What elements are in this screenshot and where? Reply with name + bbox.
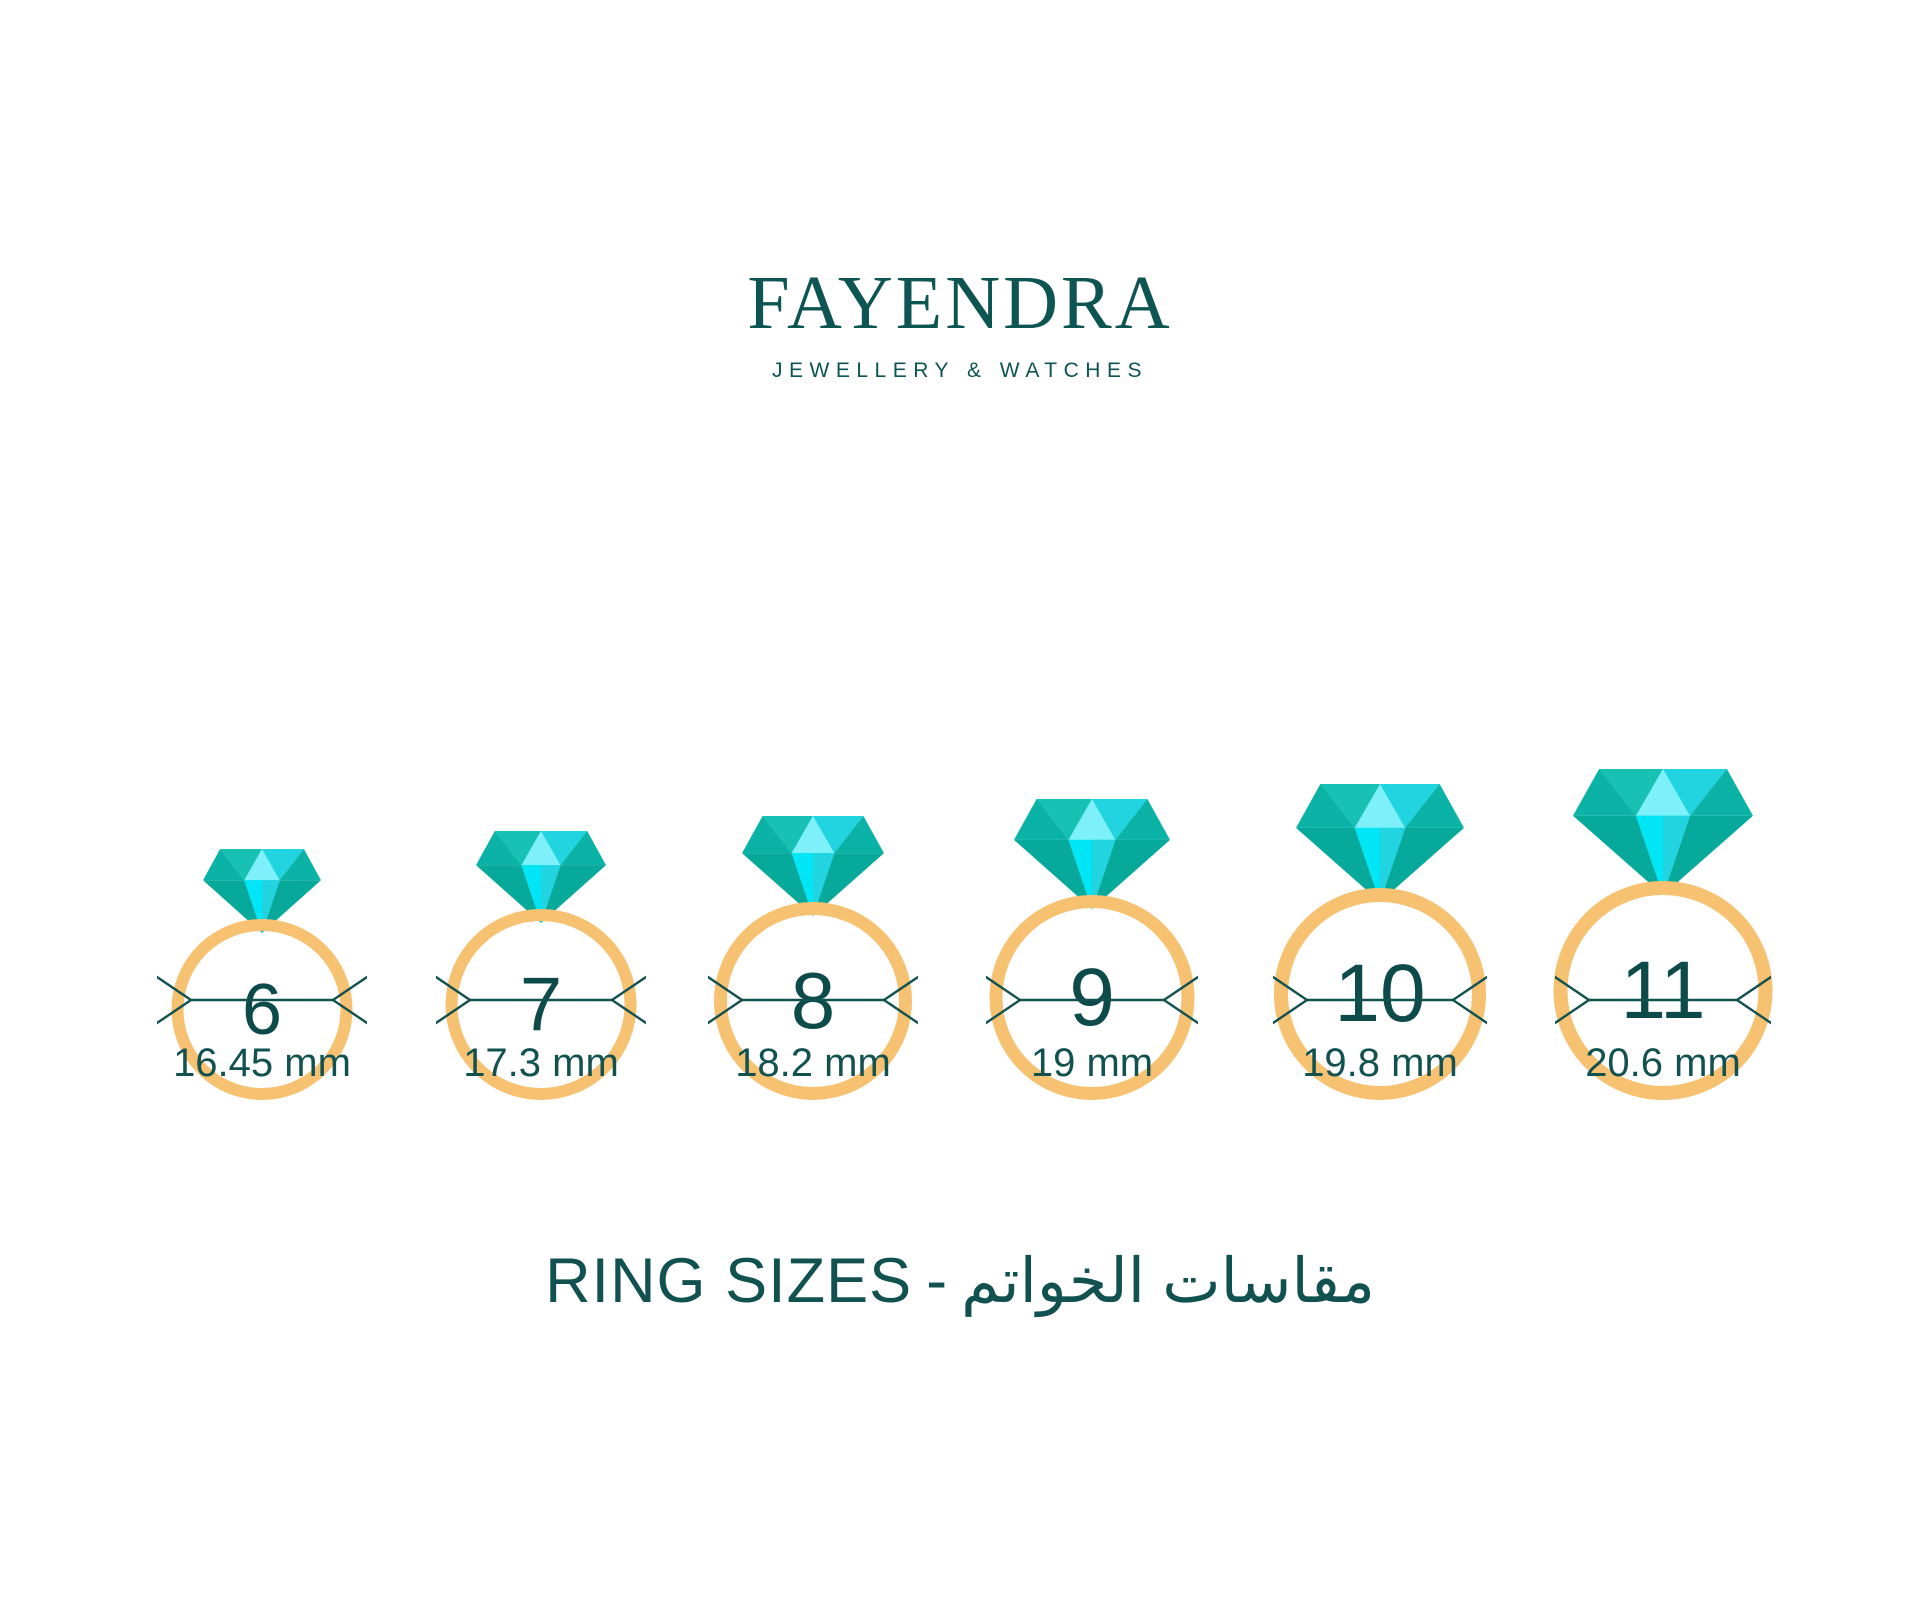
ring-size-number: 6 [241, 969, 283, 1050]
brand-logo: FAYENDRA JEWELLERY & WATCHES [0, 265, 1920, 383]
dimension-item: 20.6 mm [1513, 975, 1813, 1086]
diamond-gem-icon [1014, 799, 1170, 909]
ring-size-item: 11 [1523, 740, 1803, 1100]
dimension-label: 16.45 mm [173, 1041, 351, 1085]
dimension-arrow-icon [986, 975, 1198, 1025]
brand-name: FAYENDRA [747, 261, 1173, 345]
page-title-separator: - [926, 1246, 948, 1316]
diamond-gem-icon [476, 831, 606, 923]
dimension-item: 16.45 mm [112, 975, 412, 1086]
ring-figure: 8 [673, 740, 953, 1100]
ring-size-number: 7 [519, 961, 563, 1047]
ring-size-number: 9 [1069, 951, 1115, 1043]
dimension-label: 19 mm [1030, 1041, 1154, 1085]
dimension-item: 17.3 mm [391, 975, 691, 1086]
diamond-gem-icon [742, 816, 884, 916]
dimension-arrow-icon [1555, 975, 1771, 1025]
diamond-gem-icon [1573, 769, 1753, 895]
dimension-arrow-icon [708, 975, 918, 1025]
gem-wrapper [1573, 769, 1753, 895]
ring-size-number: 11 [1620, 944, 1706, 1036]
diamond-gem-icon [1296, 784, 1464, 902]
ring-figure: 9 [952, 740, 1232, 1100]
gem-wrapper [1296, 784, 1464, 902]
dimension-row: 16.45 mm 17.3 mm 18.2 mm 19 mm [0, 975, 1920, 1115]
ring-size-number: 10 [1334, 948, 1426, 1039]
dimension-arrow-icon [1273, 975, 1487, 1025]
dimension-label: 19.8 mm [1302, 1041, 1458, 1085]
ring-size-row: 6 7 8 [0, 600, 1920, 1100]
page-title-en: RING SIZES [545, 1246, 913, 1316]
dimension-label: 18.2 mm [735, 1041, 891, 1085]
dimension-item: 18.2 mm [663, 975, 963, 1086]
dimension-item: 19 mm [942, 975, 1242, 1086]
ring-figure: 10 [1240, 740, 1520, 1100]
dimension-arrow-icon [436, 975, 646, 1025]
gem-wrapper [742, 816, 884, 916]
ring-size-item: 9 [952, 740, 1232, 1100]
ring-figure: 7 [401, 740, 681, 1100]
ring-size-item: 8 [673, 740, 953, 1100]
ring-size-item: 7 [401, 740, 681, 1100]
dimension-label: 17.3 mm [463, 1041, 619, 1085]
brand-tagline: JEWELLERY & WATCHES [772, 359, 1148, 382]
page-title: RING SIZES - مقاسات الخواتم [0, 1245, 1920, 1317]
dimension-label: 20.6 mm [1585, 1041, 1741, 1085]
page-title-ar: مقاسات الخواتم [961, 1247, 1375, 1316]
ring-size-item: 10 [1240, 740, 1520, 1100]
gem-wrapper [203, 849, 321, 933]
dimension-arrow-icon [157, 975, 367, 1025]
gem-wrapper [476, 831, 606, 923]
dimension-item: 19.8 mm [1230, 975, 1530, 1086]
diamond-gem-icon [203, 849, 321, 933]
gem-wrapper [1014, 799, 1170, 909]
ring-figure: 11 [1523, 740, 1803, 1100]
